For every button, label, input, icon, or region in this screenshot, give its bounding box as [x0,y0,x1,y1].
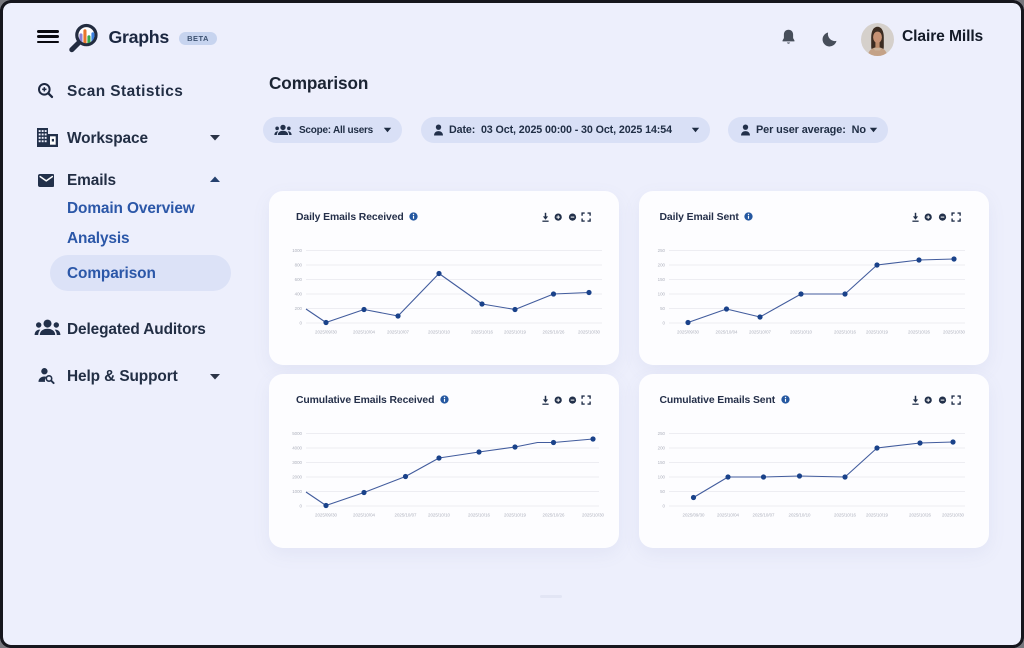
svg-text:250: 250 [658,248,666,253]
svg-text:2025/10/30: 2025/10/30 [943,329,966,334]
svg-text:400: 400 [295,291,303,296]
svg-text:200: 200 [295,306,303,311]
svg-text:2025/10/10: 2025/10/10 [428,513,451,518]
svg-text:2025/09/30: 2025/09/30 [315,329,338,334]
svg-text:2025/10/19: 2025/10/19 [504,513,527,518]
svg-text:0: 0 [663,320,666,325]
svg-text:2025/10/07: 2025/10/07 [395,513,418,518]
svg-text:2025/10/16: 2025/10/16 [834,329,857,334]
svg-text:2025/10/10: 2025/10/10 [789,513,812,518]
svg-text:2025/10/04: 2025/10/04 [353,513,376,518]
svg-text:200: 200 [658,446,666,451]
svg-text:2025/10/07: 2025/10/07 [749,329,772,334]
svg-text:2025/10/26: 2025/10/26 [543,513,566,518]
svg-text:2025/10/26: 2025/10/26 [909,513,932,518]
svg-text:0: 0 [300,320,303,325]
svg-text:200: 200 [658,262,666,267]
svg-text:2025/10/16: 2025/10/16 [471,329,494,334]
svg-text:600: 600 [295,277,303,282]
svg-text:0: 0 [300,504,303,509]
svg-text:2025/10/16: 2025/10/16 [468,513,491,518]
svg-text:50: 50 [660,489,665,494]
svg-text:2025/10/30: 2025/10/30 [578,329,601,334]
svg-text:2025/10/07: 2025/10/07 [387,329,410,334]
svg-text:2025/09/30: 2025/09/30 [677,329,700,334]
svg-text:0: 0 [663,504,666,509]
svg-text:2025/10/26: 2025/10/26 [908,329,931,334]
svg-text:150: 150 [658,460,666,465]
svg-text:150: 150 [658,277,666,282]
svg-text:5000: 5000 [292,431,302,436]
svg-text:250: 250 [658,431,666,436]
svg-text:3000: 3000 [292,460,302,465]
svg-text:2025/10/04: 2025/10/04 [717,513,740,518]
svg-text:1000: 1000 [292,489,302,494]
svg-text:2025/10/07: 2025/10/07 [753,513,776,518]
svg-text:100: 100 [658,291,666,296]
svg-text:2025/10/30: 2025/10/30 [582,513,605,518]
svg-text:2025/10/26: 2025/10/26 [543,329,566,334]
svg-text:2000: 2000 [292,475,302,480]
svg-text:2025/10/04: 2025/10/04 [716,329,739,334]
svg-text:1000: 1000 [292,248,302,253]
svg-text:2025/10/10: 2025/10/10 [790,329,813,334]
svg-text:100: 100 [658,475,666,480]
svg-text:2025/10/19: 2025/10/19 [504,329,527,334]
svg-text:2025/10/04: 2025/10/04 [353,329,376,334]
svg-text:2025/09/30: 2025/09/30 [683,513,706,518]
svg-text:2025/10/19: 2025/10/19 [866,513,889,518]
svg-text:800: 800 [295,262,303,267]
svg-text:4000: 4000 [292,446,302,451]
svg-text:2025/10/10: 2025/10/10 [428,329,451,334]
svg-text:2025/10/19: 2025/10/19 [866,329,889,334]
svg-text:50: 50 [660,306,665,311]
svg-text:2025/10/16: 2025/10/16 [834,513,857,518]
svg-text:2025/10/30: 2025/10/30 [942,513,965,518]
svg-text:2025/09/30: 2025/09/30 [315,513,338,518]
